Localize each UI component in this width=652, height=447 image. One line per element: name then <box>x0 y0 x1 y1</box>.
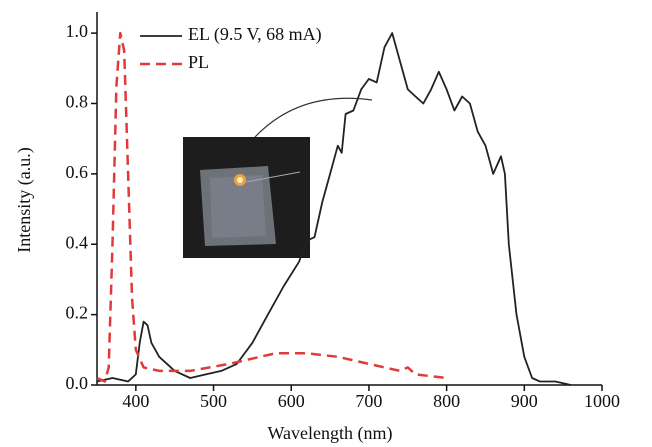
x-tick-label: 600 <box>278 391 305 411</box>
x-tick-label: 1000 <box>584 391 620 411</box>
y-tick-label: 0.0 <box>66 373 89 393</box>
series-line <box>96 31 447 383</box>
y-tick-label: 0.8 <box>66 92 89 112</box>
y-tick-label: 0.4 <box>66 232 89 252</box>
x-tick-label: 500 <box>200 391 227 411</box>
x-tick-label: 400 <box>122 391 149 411</box>
y-tick-label: 0.2 <box>66 303 89 323</box>
x-tick-label: 700 <box>355 391 382 411</box>
y-tick-label: 0.6 <box>66 162 89 182</box>
y-axis-title: Intensity (a.u.) <box>14 147 35 252</box>
inset-photo <box>183 97 373 258</box>
legend-label: PL <box>188 52 209 72</box>
x-axis-title: Wavelength (nm) <box>267 423 392 444</box>
x-tick-label: 800 <box>433 391 460 411</box>
x-tick-label: 900 <box>511 391 538 411</box>
legend-label: EL (9.5 V, 68 mA) <box>188 24 322 45</box>
series-line <box>96 32 572 386</box>
y-tick-label: 1.0 <box>66 21 89 41</box>
